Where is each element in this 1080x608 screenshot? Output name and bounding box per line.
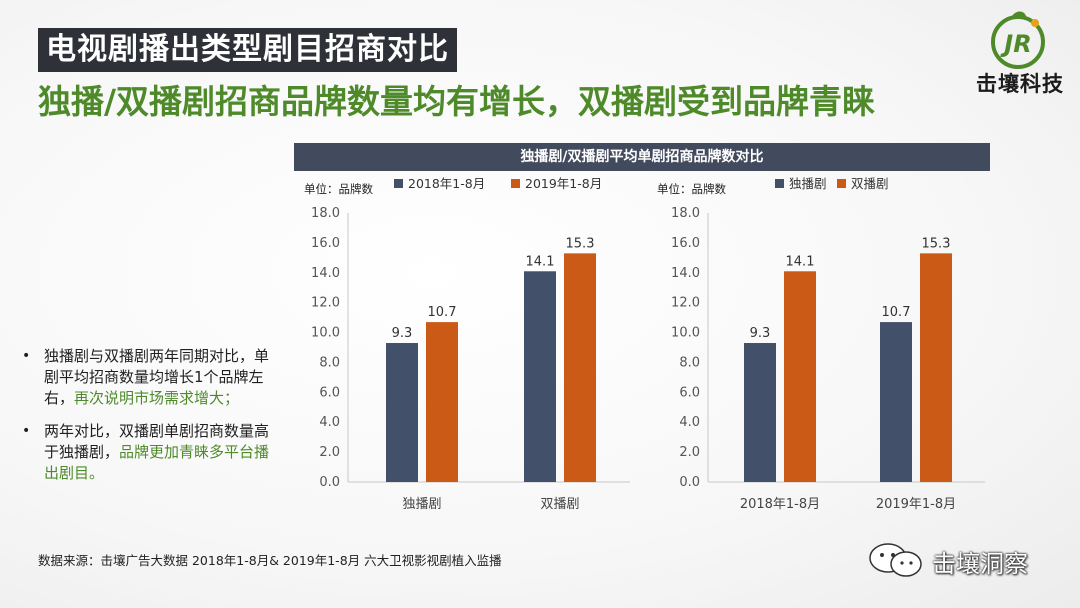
bar [564,253,596,482]
data-source-note: 数据来源：击壤广告大数据 2018年1-8月& 2019年1-8月 六大卫视影视… [38,553,502,568]
bar-value-label: 10.7 [428,305,457,320]
y-tick-label: 10.0 [311,326,340,341]
y-tick-label: 16.0 [311,236,340,251]
bullet-dot: • [22,423,31,439]
bar-value-label: 14.1 [786,254,815,269]
bar [426,322,458,482]
x-category-label: 2018年1-8月 [740,497,820,512]
bar [744,343,776,482]
legend-swatch [394,179,403,188]
y-tick-label: 10.0 [671,326,700,341]
y-tick-label: 14.0 [311,266,340,281]
legend-swatch [511,179,520,188]
y-tick-label: 8.0 [679,355,700,370]
y-tick-label: 12.0 [671,296,700,311]
x-category-label: 独播剧 [402,497,441,512]
bar-value-label: 14.1 [526,254,555,269]
bar [524,271,556,482]
legend-swatch [837,179,846,188]
y-tick-label: 12.0 [311,296,340,311]
y-tick-label: 14.0 [671,266,700,281]
legend-label: 独播剧 [789,176,827,191]
bullet-list: • 独播剧与双播剧两年同期对比，单剧平均招商数量均增长1个品牌左右，再次说明市场… [18,346,280,496]
chart-unit-label: 单位：品牌数 [304,182,373,196]
bar-value-label: 15.3 [922,236,951,251]
y-tick-label: 4.0 [679,415,700,430]
y-tick-label: 2.0 [319,445,340,460]
bar-value-label: 10.7 [882,305,911,320]
bar [784,271,816,482]
legend-label: 双播剧 [851,176,889,191]
bullet-item-2: • 两年对比，双播剧单剧招商数量高于独播剧，品牌更加青睐多平台播出剧目。 [18,421,280,484]
bullet-text-1: 独播剧与双播剧两年同期对比，单剧平均招商数量均增长1个品牌左右， [44,347,270,407]
brand-logo-mark: JR [1000,30,1031,58]
wechat-icon [869,543,922,577]
bullet-highlight-2: 品牌更加青睐多平台播出剧目。 [44,443,270,482]
y-tick-label: 6.0 [679,385,700,400]
brand-logo-icon: JR [991,11,1045,69]
bar [386,343,418,482]
legend-label: 2019年1-8月 [525,176,602,191]
y-tick-label: 4.0 [319,415,340,430]
y-tick-label: 18.0 [671,206,700,221]
x-category-label: 双播剧 [540,497,579,512]
y-tick-label: 0.0 [319,475,340,490]
bar [920,253,952,482]
bar-value-label: 9.3 [392,326,413,341]
brand-name: 击壤科技 [976,72,1064,96]
bar-value-label: 9.3 [750,326,771,341]
y-tick-label: 2.0 [679,445,700,460]
y-tick-label: 16.0 [671,236,700,251]
wechat-account-name: 击壤洞察 [932,550,1028,578]
legend-swatch [775,179,784,188]
page-title: 电视剧播出类型剧目招商对比 [38,28,457,72]
bullet-text-2: 两年对比，双播剧单剧招商数量高于独播剧， [44,422,270,461]
bar-value-label: 15.3 [566,236,595,251]
bullet-highlight-1: 再次说明市场需求增大； [74,389,240,407]
bullet-dot: • [22,348,31,364]
x-category-label: 2019年1-8月 [876,497,956,512]
chart-header: 独播剧/双播剧平均单剧招商品牌数对比 [294,143,990,171]
bullet-item-1: • 独播剧与双播剧两年同期对比，单剧平均招商数量均增长1个品牌左右，再次说明市场… [18,346,280,409]
chart-unit-label: 单位：品牌数 [657,182,726,196]
brand-logo: JR 击壤科技 [966,6,1074,98]
y-tick-label: 8.0 [319,355,340,370]
y-tick-label: 0.0 [679,475,700,490]
y-tick-label: 6.0 [319,385,340,400]
legend-label: 2018年1-8月 [408,176,485,191]
page-subtitle: 独播/双播剧招商品牌数量均有增长，双播剧受到品牌青睐 [38,82,876,121]
y-tick-label: 18.0 [311,206,340,221]
bar [880,322,912,482]
